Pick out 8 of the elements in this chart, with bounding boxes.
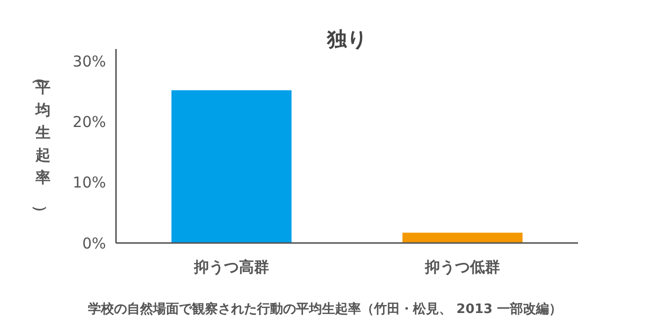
y-tick-label: 0% (82, 234, 106, 252)
x-tick-label: 抑うつ低群 (424, 258, 500, 276)
chart-title: 独り (326, 27, 367, 51)
text: 学校の自然場面で観察された行動の平均生起率（竹田・松見、 2013 一部改編） (88, 301, 562, 317)
y-tick-label: 20% (72, 113, 106, 131)
y-tick-label: 10% (72, 174, 106, 192)
x-tick-label: 抑うつ高群 (193, 258, 269, 276)
y-tick-label: 30% (72, 52, 106, 70)
